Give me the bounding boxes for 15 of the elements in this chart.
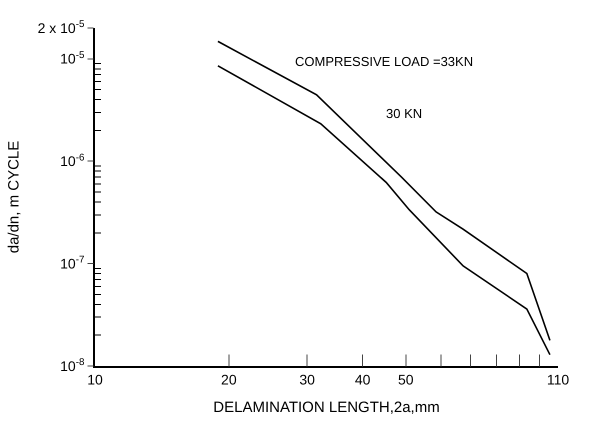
x-axis-title: DELAMINATION LENGTH,2a,mm [213, 399, 440, 416]
x-tick-label: 10 [87, 372, 103, 388]
x-tick-label: 30 [299, 372, 316, 388]
x-tick-label: 20 [221, 372, 237, 388]
x-tick-label: 40 [354, 372, 371, 388]
x-tick-label: 50 [398, 372, 414, 388]
y-tick-label: 10$^{-6}$ [60, 152, 85, 170]
x-tick-label: 110 [546, 372, 570, 388]
y-tick-label: 10$^{-5}$ [60, 50, 85, 67]
y-tick-label: 10$^{-7}$ [60, 254, 84, 272]
y-tick-label: 2 x 10$^{-5}$ [38, 19, 85, 36]
annotation: 30 KN [386, 106, 422, 121]
y-axis-title: da/dn, m CYCLE [5, 140, 22, 254]
annotation: COMPRESSIVE LOAD =33KN [295, 54, 474, 69]
y-tick-label: 10$^{-8}$ [60, 357, 85, 374]
